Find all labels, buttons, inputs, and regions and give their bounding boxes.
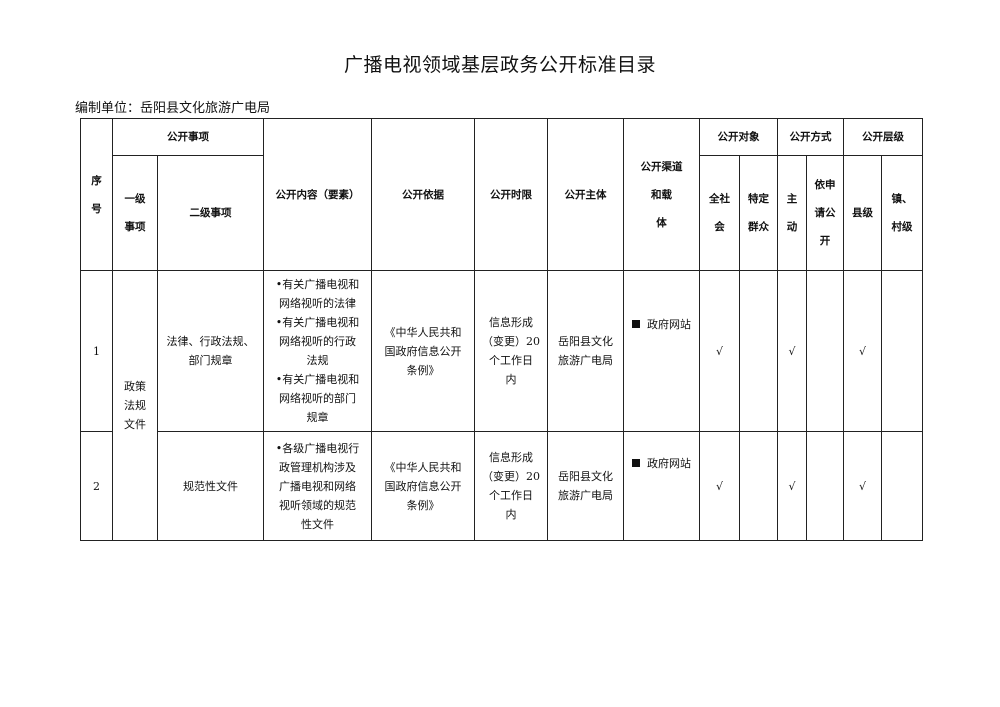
disclosure-channel: 政府网站 bbox=[623, 270, 700, 432]
header-method-apply: 依申 请公开 bbox=[806, 155, 844, 271]
header-target-all: 全社会 bbox=[699, 155, 740, 271]
header-target-specific: 特定 群众 bbox=[739, 155, 778, 271]
header-target: 公开对象 bbox=[699, 118, 778, 156]
level2-item: 法律、行政法规、 部门规章 bbox=[157, 270, 264, 432]
row-seq: 2 bbox=[80, 431, 113, 541]
header-time-limit: 公开时限 bbox=[474, 118, 548, 271]
target-specific-check bbox=[739, 431, 778, 541]
header-row-2: 一级 事项 二级事项 全社会 特定 群众 主动 依申 请公开 县级 镇、 村级 bbox=[81, 155, 923, 271]
target-all-check: √ bbox=[699, 431, 740, 541]
disclosure-catalog-table: 序号 公开事项 公开内容（要素） 公开依据 公开时限 公开主体 公开渠道 和载体 … bbox=[80, 118, 923, 541]
compiling-unit: 编制单位：岳阳县文化旅游广电局 bbox=[75, 101, 271, 116]
header-method: 公开方式 bbox=[777, 118, 844, 156]
header-level1: 一级 事项 bbox=[112, 155, 158, 271]
disclosure-basis: 《中华人民共和 国政府信息公开 条例》 bbox=[371, 431, 475, 541]
header-level-county: 县级 bbox=[843, 155, 882, 271]
disclosure-content: •各级广播电视行 政管理机构涉及 广播电视和网络 视听领域的规范 性文件 bbox=[263, 431, 372, 541]
disclosure-basis: 《中华人民共和 国政府信息公开 条例》 bbox=[371, 270, 475, 432]
method-apply-check bbox=[806, 270, 844, 432]
header-channel: 公开渠道 和载体 bbox=[623, 118, 700, 271]
header-basis: 公开依据 bbox=[371, 118, 475, 271]
disclosure-subject: 岳阳县文化 旅游广电局 bbox=[547, 270, 624, 432]
header-level: 公开层级 bbox=[843, 118, 923, 156]
disclosure-channel: 政府网站 bbox=[623, 431, 700, 541]
header-subject: 公开主体 bbox=[547, 118, 624, 271]
header-level-town: 镇、 村级 bbox=[881, 155, 923, 271]
document-title: 广播电视领域基层政务公开标准目录 bbox=[343, 54, 656, 76]
square-bullet-icon bbox=[632, 320, 640, 328]
level2-item: 规范性文件 bbox=[157, 431, 264, 541]
level-county-check: √ bbox=[843, 270, 882, 432]
header-row-1: 序号 公开事项 公开内容（要素） 公开依据 公开时限 公开主体 公开渠道 和载体 … bbox=[80, 118, 923, 271]
table-row: 1 政策 法规 文件 法律、行政法规、 部门规章 •有关广播电视和 网络视听的法律 •有关… bbox=[80, 270, 923, 541]
table-row: 2 规范性文件 •各级广播电视行 政管理机构涉及 广播电视和网络 视听领域的规范 性文件… bbox=[80, 431, 923, 541]
header-seq: 序号 bbox=[80, 118, 113, 271]
level-county-check: √ bbox=[843, 431, 882, 541]
method-active-check: √ bbox=[777, 270, 807, 432]
disclosure-time-limit: 信息形成 （变更）20 个工作日内 bbox=[474, 431, 548, 541]
disclosure-content: •有关广播电视和 网络视听的法律 •有关广播电视和 网络视听的行政 法规 •有关广播电视和… bbox=[263, 270, 372, 432]
header-level2: 二级事项 bbox=[157, 155, 264, 271]
disclosure-subject: 岳阳县文化 旅游广电局 bbox=[547, 431, 624, 541]
disclosure-time-limit: 信息形成 （变更）20 个工作日内 bbox=[474, 270, 548, 432]
target-specific-check bbox=[739, 270, 778, 432]
level1-item: 政策 法规 文件 bbox=[112, 270, 158, 541]
header-method-active: 主动 bbox=[777, 155, 807, 271]
square-bullet-icon bbox=[632, 459, 640, 467]
level-town-check bbox=[881, 270, 923, 432]
target-all-check: √ bbox=[699, 270, 740, 432]
row-seq: 1 bbox=[80, 270, 113, 432]
method-apply-check bbox=[806, 431, 844, 541]
header-matters: 公开事项 bbox=[112, 118, 264, 156]
header-content: 公开内容（要素） bbox=[263, 118, 372, 271]
level-town-check bbox=[881, 431, 923, 541]
method-active-check: √ bbox=[777, 431, 807, 541]
